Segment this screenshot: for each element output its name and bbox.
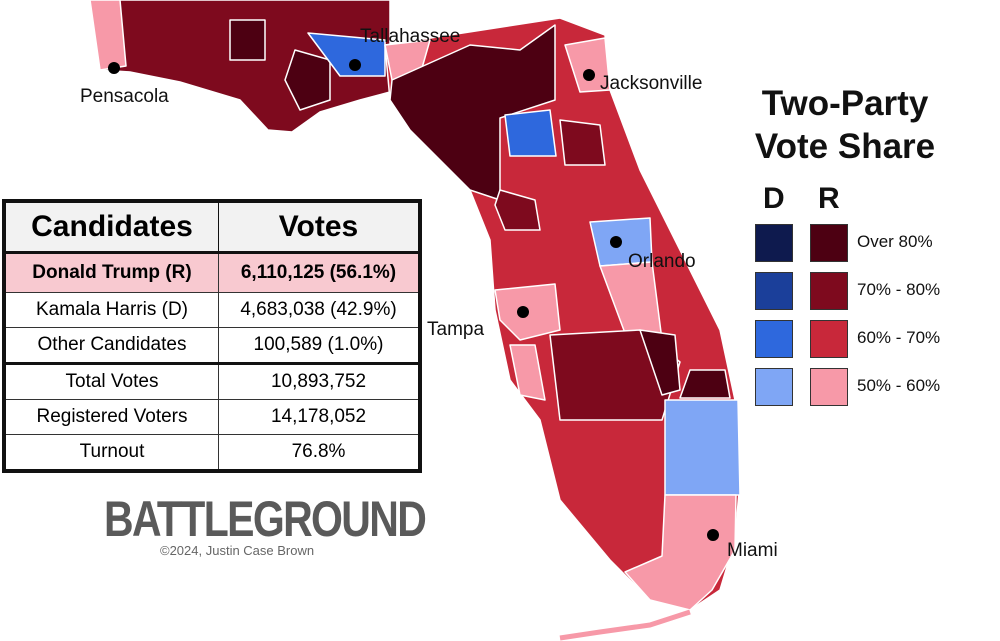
legend-swatch (810, 320, 848, 358)
legend-label: 60% - 70% (857, 328, 941, 347)
table-row: Turnout 76.8% (3, 434, 421, 472)
city-label: Pensacola (80, 86, 169, 107)
county-region (494, 119, 606, 231)
table-row: Registered Voters 14,178,052 (3, 399, 421, 435)
table-body: Donald Trump (R) 6,110,125 (56.1%) Kamala … (3, 252, 421, 472)
county-region (624, 494, 737, 611)
table-cell: Kamala Harris (D) (3, 292, 219, 328)
city-label: Orlando (628, 251, 696, 272)
city-dot (517, 306, 529, 318)
legend-title-line: Vote Share (754, 127, 936, 166)
header-cell: Candidates (3, 200, 219, 254)
results-table: Candidates Votes Donald Trump (R) 6,110,1… (2, 199, 422, 473)
legend-column: D (763, 182, 785, 215)
legend-column: R (818, 182, 840, 215)
city-dot (108, 62, 120, 74)
county-region (307, 32, 386, 77)
city-dot (707, 529, 719, 541)
legend-swatch (755, 272, 793, 310)
table-cell: 100,589 (1.0%) (218, 327, 421, 365)
table-cell: 6,110,125 (56.1%) (218, 252, 421, 293)
table-row: Total Votes 10,893,752 (3, 363, 421, 400)
county-region (229, 19, 331, 111)
credit: ©2024, Justin Case Brown (160, 543, 315, 558)
legend-title: Two-Party Vote Share (735, 82, 955, 168)
header-row: Candidates Votes (3, 200, 421, 254)
table-cell: Turnout (3, 434, 219, 472)
table-cell: 76.8% (218, 434, 421, 472)
legend-swatch (755, 224, 793, 262)
city-label: Tampa (427, 319, 484, 340)
legend-swatch (755, 320, 793, 358)
county-region (664, 399, 741, 496)
county-region (494, 283, 561, 401)
county-region (504, 109, 557, 157)
city-label: Tallahassee (360, 26, 460, 47)
city-dot (610, 236, 622, 248)
table-row: Kamala Harris (D) 4,683,038 (42.9%) (3, 292, 421, 328)
table-cell: Total Votes (3, 363, 219, 400)
legend-swatch (810, 272, 848, 310)
table-cell: 4,683,038 (42.9%) (218, 292, 421, 328)
county-region (89, 0, 127, 71)
legend-label: Over 80% (857, 232, 933, 251)
table-cell: Registered Voters (3, 399, 219, 435)
table-row: Donald Trump (R) 6,110,125 (56.1%) (3, 252, 421, 293)
county-region (559, 609, 691, 641)
table-cell: Donald Trump (R) (3, 252, 219, 293)
city-dot (349, 59, 361, 71)
legend-label: 50% - 60% (857, 376, 941, 395)
county-region (639, 329, 731, 399)
city-label: Jacksonville (600, 73, 702, 94)
city-dot (583, 69, 595, 81)
table-row: Other Candidates 100,589 (1.0%) (3, 327, 421, 365)
header-cell: Votes (218, 200, 421, 254)
legend-label: 70% - 80% (857, 280, 941, 299)
legend-swatch (810, 368, 848, 406)
legend-swatch (810, 224, 848, 262)
table-cell: 10,893,752 (218, 363, 421, 400)
county-region (564, 37, 611, 93)
city-label: Miami (727, 540, 778, 561)
table-cell: 14,178,052 (218, 399, 421, 435)
table-cell: Other Candidates (3, 327, 219, 365)
legend-title-line: Two-Party (761, 84, 929, 123)
legend-swatch (755, 368, 793, 406)
logo: BATTLEGROUND (104, 491, 427, 547)
county-region (389, 24, 556, 201)
